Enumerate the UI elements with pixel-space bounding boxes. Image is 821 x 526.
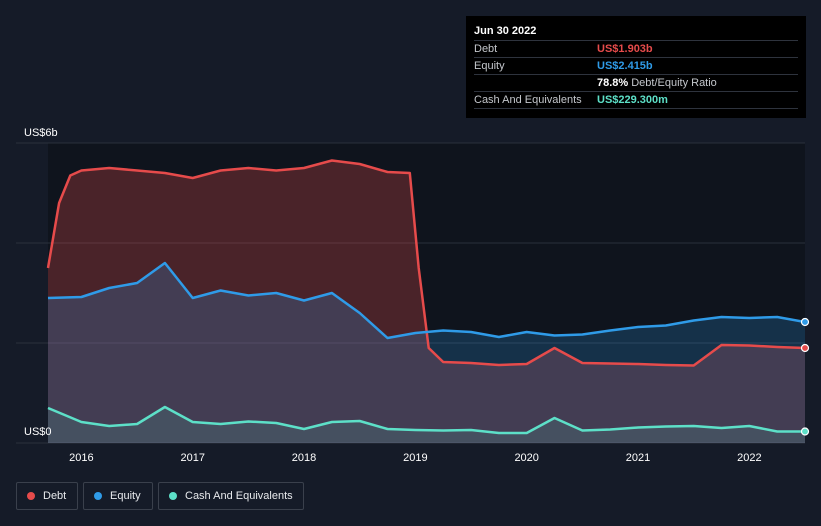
- x-tick-2019: 2019: [403, 452, 427, 464]
- legend-item-debt[interactable]: Debt: [16, 482, 78, 510]
- tooltip-row-debt: Debt US$1.903b: [474, 40, 798, 57]
- cash-line: [47, 405, 805, 435]
- debt-area: [48, 160, 805, 443]
- x-tick-2021: 2021: [626, 452, 650, 464]
- tooltip-date: Jun 30 2022: [474, 25, 537, 37]
- tooltip-equity-label: Equity: [474, 60, 505, 72]
- x-tick-2020: 2020: [514, 452, 538, 464]
- tooltip-ratio-label: Debt/Equity Ratio: [631, 77, 717, 89]
- cash-area: [48, 407, 805, 443]
- legend-equity-label: Equity: [110, 490, 141, 502]
- legend-item-equity[interactable]: Equity: [83, 482, 153, 510]
- tooltip-ratio-value: 78.8%: [597, 77, 629, 89]
- legend-cash-label: Cash And Equivalents: [185, 490, 293, 502]
- tooltip-cash-label: Cash And Equivalents: [474, 94, 582, 106]
- tooltip-row-ratio: 78.8% Debt/Equity Ratio: [474, 74, 798, 91]
- debt-end-dot: [800, 343, 810, 353]
- debt-dot-icon: [27, 492, 35, 500]
- x-tick-2022: 2022: [737, 452, 761, 464]
- legend-item-cash[interactable]: Cash And Equivalents: [158, 482, 304, 510]
- tooltip-row-equity: Equity US$2.415b: [474, 57, 798, 74]
- x-tick-2016: 2016: [69, 452, 93, 464]
- tooltip-debt-value: US$1.903b: [597, 43, 653, 55]
- y-axis-bottom-label: US$0: [24, 426, 52, 438]
- cash-end-dot: [800, 427, 810, 436]
- tooltip-panel: Jun 30 2022 Debt US$1.903b Equity US$2.4…: [466, 16, 806, 118]
- cash-dot-icon: [169, 492, 177, 500]
- tooltip-equity-value: US$2.415b: [597, 60, 653, 72]
- equity-end-dot: [800, 317, 810, 327]
- equity-dot-icon: [94, 492, 102, 500]
- chart-background-panel: [48, 143, 805, 443]
- tooltip-debt-label: Debt: [474, 43, 498, 55]
- debt-line: [46, 159, 805, 367]
- legend-debt-label: Debt: [43, 490, 67, 502]
- x-tick-2017: 2017: [180, 452, 204, 464]
- x-tick-2018: 2018: [292, 452, 316, 464]
- y-axis-top-label: US$6b: [24, 127, 58, 139]
- tooltip-cash-value: US$229.300m: [597, 94, 668, 106]
- equity-area: [48, 263, 805, 443]
- equity-line: [47, 261, 805, 340]
- tooltip-row-cash: Cash And Equivalents US$229.300m: [474, 91, 798, 109]
